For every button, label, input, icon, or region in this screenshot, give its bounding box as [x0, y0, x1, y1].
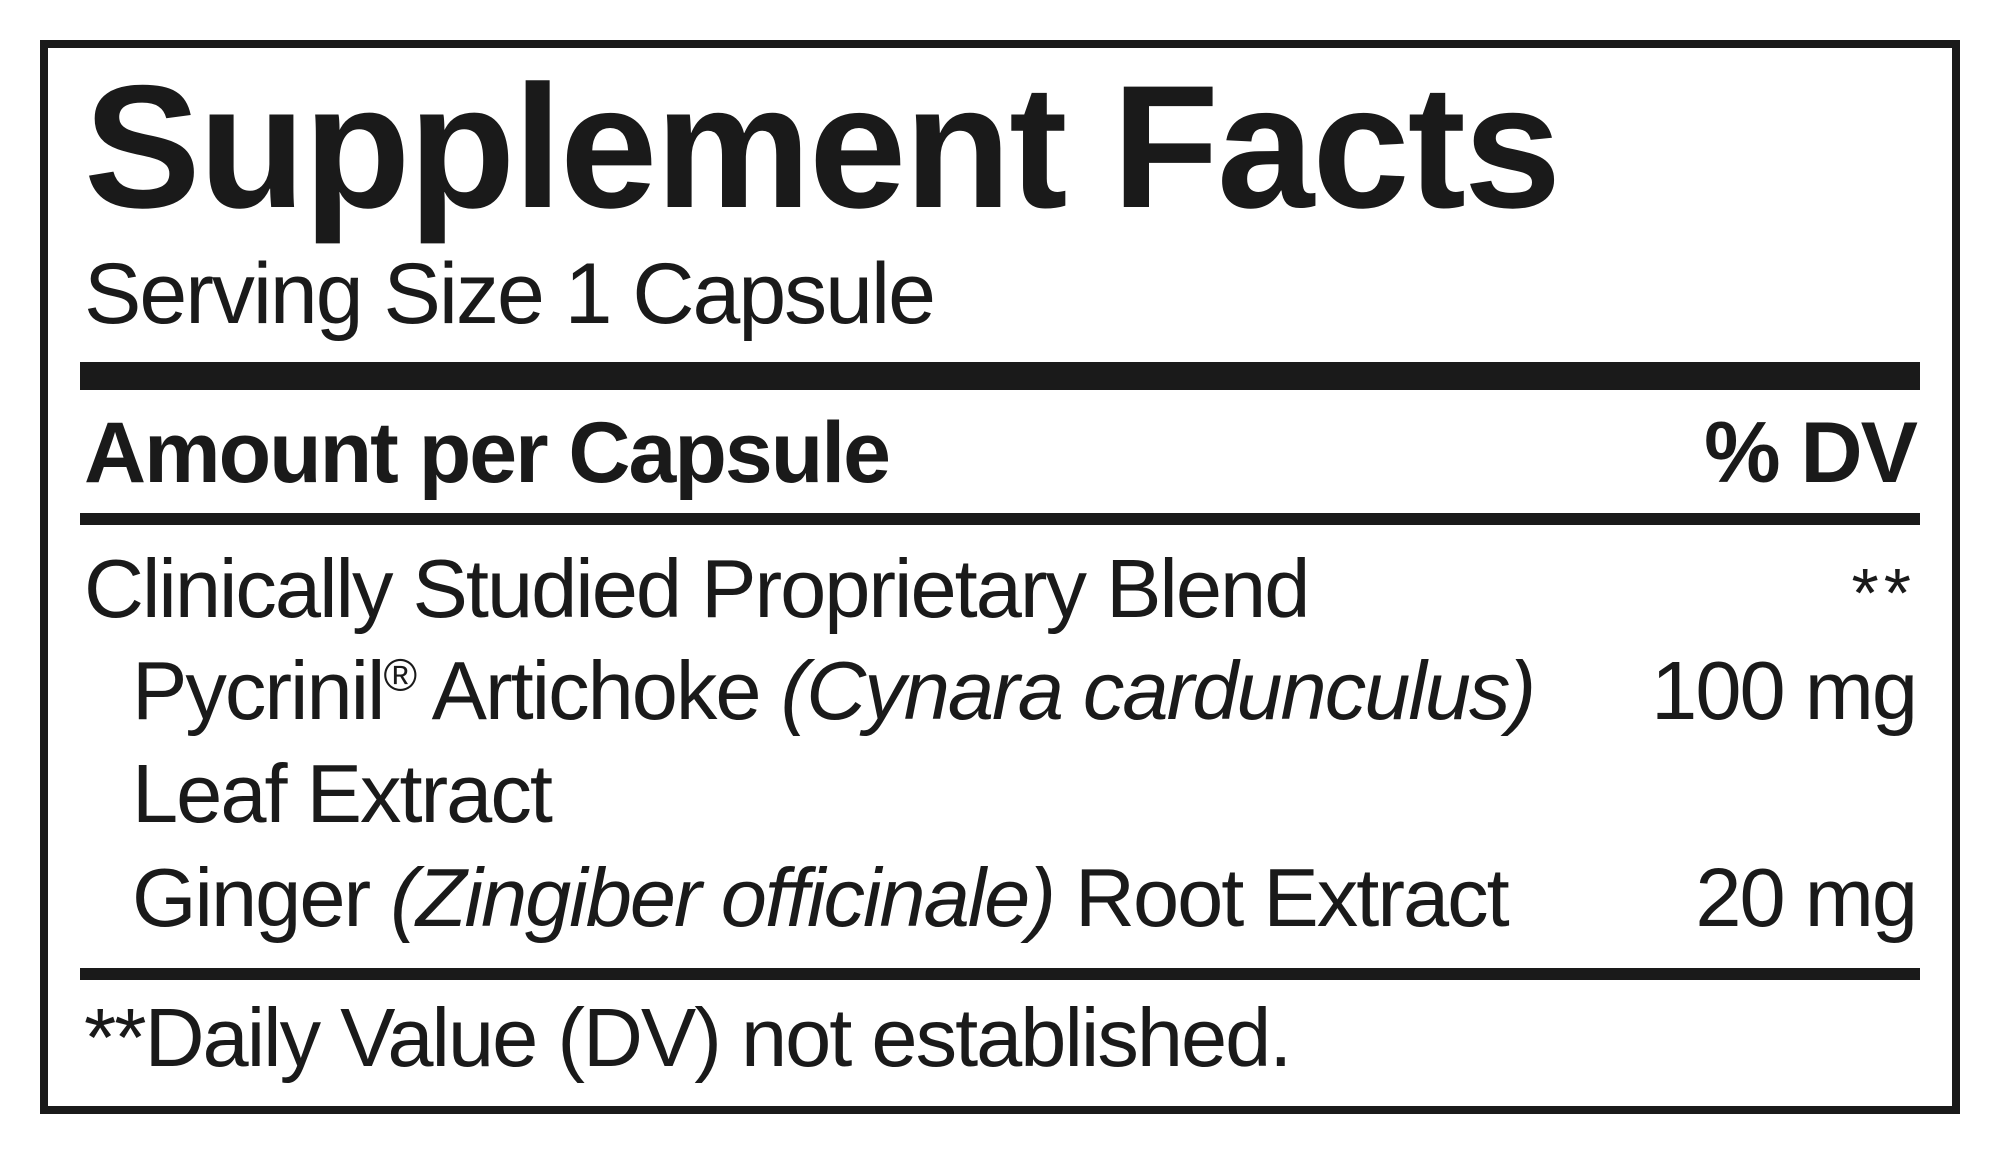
blend-dv: **	[1852, 551, 1916, 635]
ingredient-row: Pycrinil® Artichoke (Cynara cardunculus)…	[84, 639, 1916, 847]
footnote: **Daily Value (DV) not established.	[84, 980, 1916, 1086]
blend-row: Clinically Studied Proprietary Blend **	[84, 539, 1916, 639]
serving-size: Serving Size 1 Capsule	[84, 245, 1916, 344]
thin-divider	[80, 968, 1920, 980]
ingredient-amount: 100 mg	[1631, 639, 1916, 743]
ingredient-section: Clinically Studied Proprietary Blend ** …	[84, 525, 1916, 968]
ingredient-latin: (Zingiber officinale)	[390, 851, 1054, 944]
ingredient-name: Ginger (Zingiber officinale) Root Extrac…	[132, 846, 1675, 950]
ingredient-mid: Artichoke	[415, 644, 781, 737]
ingredient-amount: 20 mg	[1675, 846, 1916, 950]
supplement-facts-panel: Supplement Facts Serving Size 1 Capsule …	[40, 40, 1960, 1114]
thick-divider	[80, 362, 1920, 390]
ingredient-row: Ginger (Zingiber officinale) Root Extrac…	[84, 846, 1916, 950]
ingredient-suffix: Root Extract	[1054, 851, 1508, 944]
amount-header: Amount per Capsule	[84, 404, 889, 503]
panel-title: Supplement Facts	[84, 60, 1916, 235]
registered-mark: ®	[383, 649, 415, 700]
column-header-row: Amount per Capsule % DV	[84, 390, 1916, 513]
thin-divider	[80, 513, 1920, 525]
ingredient-name: Pycrinil® Artichoke (Cynara cardunculus)…	[132, 639, 1631, 847]
ingredient-suffix: Leaf Extract	[132, 747, 551, 840]
blend-name: Clinically Studied Proprietary Blend	[84, 539, 1308, 639]
dv-header: % DV	[1704, 404, 1916, 503]
ingredient-latin: (Cynara cardunculus)	[781, 644, 1534, 737]
ingredient-prefix: Pycrinil	[132, 644, 383, 737]
ingredient-prefix: Ginger	[132, 851, 390, 944]
